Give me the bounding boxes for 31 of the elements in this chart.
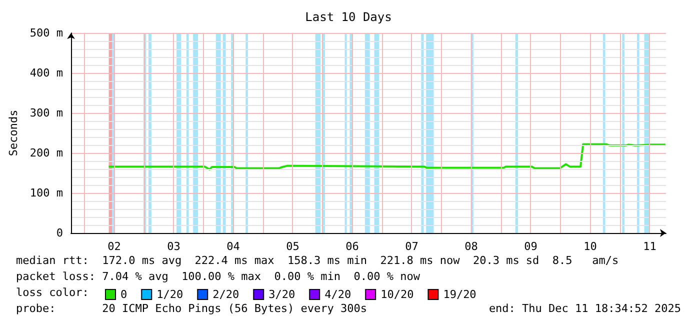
chart-title: Last 10 Days bbox=[305, 10, 392, 24]
x-tick-label: 10 bbox=[584, 240, 597, 253]
y-tick-label: 100 m bbox=[30, 186, 64, 200]
text: median rtt: 172.0 ms avg 222.4 ms max 158.3 ms min 221.8 ms now 20.3 ms sd 8.5 am/s bbox=[16, 254, 619, 267]
y-tick-label: 500 m bbox=[30, 26, 64, 40]
x-tick-label: 06 bbox=[346, 240, 359, 253]
x-tick-label: 05 bbox=[286, 240, 300, 253]
x-tick-label: 11 bbox=[643, 240, 656, 253]
y-tick-label: 0 bbox=[56, 226, 64, 240]
x-tick-label: 02 bbox=[108, 240, 121, 253]
text: probe: 20 ICMP Echo Pings (56 Bytes) every 300s bbox=[16, 302, 367, 315]
x-tick-label: 03 bbox=[167, 240, 180, 253]
x-tick-label: 08 bbox=[464, 240, 478, 253]
y-tick-label: 300 m bbox=[30, 106, 64, 120]
legend-title: loss color: bbox=[16, 286, 89, 299]
x-tick-label: 07 bbox=[405, 240, 418, 253]
x-tick-label: 04 bbox=[226, 240, 240, 253]
legend-label: 3/20 bbox=[268, 288, 296, 301]
legend-label: 0 bbox=[120, 288, 128, 301]
legend-label: 1/20 bbox=[156, 288, 184, 301]
legend-label: 10/20 bbox=[380, 288, 414, 301]
y-axis-title: Seconds bbox=[7, 110, 20, 156]
text: end: Thu Dec 11 18:34:52 2025 bbox=[488, 302, 681, 315]
legend-label: 19/20 bbox=[443, 288, 476, 301]
line-series bbox=[108, 143, 666, 170]
y-tick-label: 400 m bbox=[30, 66, 64, 80]
text: packet loss: 7.04 % avg 100.00 % max 0.00 % min 0.00 % now bbox=[16, 270, 420, 283]
legend-label: 2/20 bbox=[212, 288, 240, 301]
x-tick-label: 09 bbox=[524, 240, 538, 253]
y-tick-label: 200 m bbox=[30, 146, 64, 160]
legend-label: 4/20 bbox=[324, 288, 352, 301]
